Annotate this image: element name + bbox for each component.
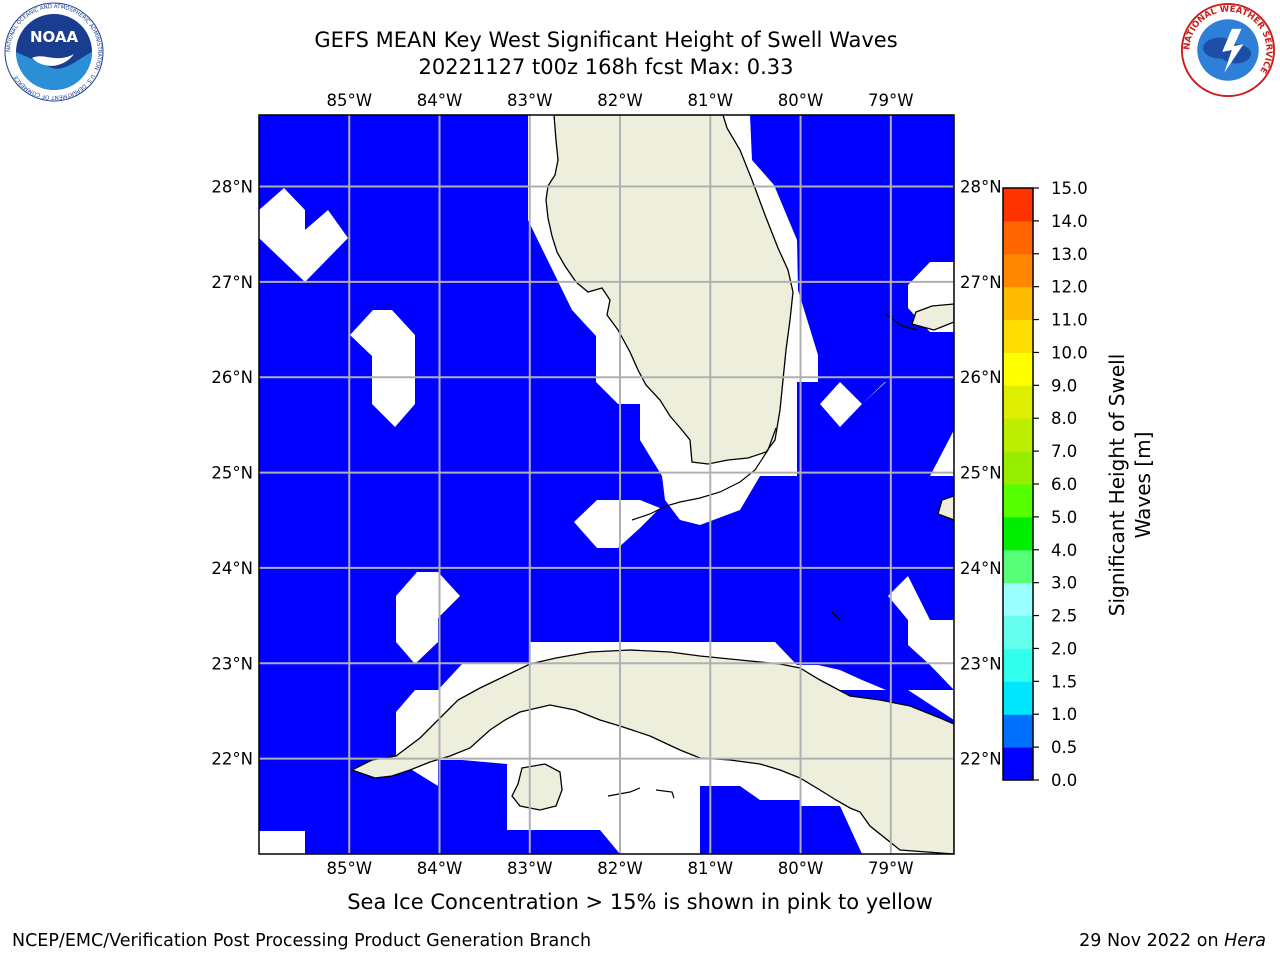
date-text: 29 Nov 2022 on (1079, 931, 1219, 951)
longitude-label: 84°W (417, 91, 463, 110)
colorbar-block (1003, 484, 1033, 518)
longitude-label: 85°W (326, 859, 372, 878)
colorbar-tick-label: 1.5 (1051, 672, 1077, 691)
colorbar-tick-label: 0.0 (1051, 771, 1077, 790)
colorbar-tick-label: 6.0 (1051, 475, 1077, 494)
longitude-label: 85°W (326, 91, 372, 110)
colorbar-block (1003, 714, 1033, 748)
colorbar-block (1003, 352, 1033, 386)
colorbar-block (1003, 188, 1033, 222)
colorbar-block (1003, 615, 1033, 649)
colorbar-tick-label: 2.5 (1051, 607, 1077, 626)
colorbar-block (1003, 220, 1033, 255)
isle-of-youth (511, 763, 563, 811)
colorbar-tick-label: 15.0 (1051, 179, 1088, 198)
longitude-label: 83°W (507, 859, 553, 878)
longitude-label: 82°W (597, 859, 643, 878)
map-title: GEFS MEAN Key West Significant Height of… (314, 28, 898, 52)
colorbar-tick-label: 10.0 (1051, 343, 1088, 362)
generation-date: 29 Nov 2022 on Hera (1079, 931, 1266, 951)
map-frame (258, 114, 955, 855)
colorbar-tick-label: 13.0 (1051, 245, 1088, 264)
longitude-label: 84°W (417, 859, 463, 878)
sea-ice-note: Sea Ice Concentration > 15% is shown in … (347, 890, 933, 914)
colorbar-block (1003, 516, 1033, 551)
credit-line: NCEP/EMC/Verification Post Processing Pr… (12, 931, 592, 951)
latitude-label: 22°N (211, 750, 253, 769)
colorbar-tick-label: 2.0 (1051, 639, 1077, 658)
colorbar-block (1003, 418, 1033, 452)
host-name: Hera (1224, 931, 1266, 951)
latitude-label: 25°N (211, 464, 253, 483)
colorbar-block (1003, 582, 1033, 617)
bahamas-island (911, 303, 954, 331)
longitude-labels-top: 85°W 84°W 83°W 82°W 81°W 80°W 79°W (326, 91, 913, 110)
latitude-label: 23°N (211, 654, 253, 673)
colorbar-tick-label: 4.0 (1051, 541, 1077, 560)
colorbar-tick-label: 8.0 (1051, 409, 1077, 428)
latitude-label: 26°N (960, 368, 1002, 387)
graticule (259, 115, 954, 854)
latitude-label: 24°N (211, 559, 253, 578)
colorbar-block (1003, 549, 1033, 584)
latitude-label: 27°N (960, 273, 1002, 292)
colorbar-tick-label: 9.0 (1051, 376, 1077, 395)
bahamas-island-south (937, 495, 954, 521)
latitude-labels-left: 28°N 27°N 26°N 25°N 24°N 23°N 22°N (211, 178, 253, 769)
colorbar-blocks (1003, 188, 1033, 781)
colorbar-tick-labels: 0.0 0.5 1.0 1.5 2.0 2.5 3.0 4.0 5.0 6.0 7.0 8.0 9.0 1… (1033, 179, 1088, 790)
latitude-label: 24°N (960, 559, 1002, 578)
colorbar-tick-label: 3.0 (1051, 574, 1077, 593)
longitude-label: 82°W (597, 91, 643, 110)
colorbar-tick-label: 5.0 (1051, 508, 1077, 527)
noaa-logo-text: NOAA (30, 28, 79, 46)
colorbar-block (1003, 253, 1033, 288)
colorbar-label-line2: Waves [m] (1131, 432, 1155, 539)
longitude-label: 79°W (868, 859, 914, 878)
colorbar-label-line1: Significant Height of Swell (1105, 354, 1129, 616)
noaa-logo: NOAA NATIONAL OCEANIC AND ATMOSPHERIC AD… (4, 2, 104, 102)
latitude-label: 28°N (211, 178, 253, 197)
colorbar-tick-label: 7.0 (1051, 442, 1077, 461)
longitude-label: 81°W (688, 859, 734, 878)
nws-logo: NATIONAL WEATHER SERVICE (1180, 2, 1276, 98)
longitude-label: 83°W (507, 91, 553, 110)
latitude-label: 22°N (960, 750, 1002, 769)
longitude-label: 80°W (778, 91, 824, 110)
latitude-label: 26°N (211, 368, 253, 387)
longitude-labels-bottom: 85°W 84°W 83°W 82°W 81°W 80°W 79°W (326, 859, 913, 878)
map-subtitle: 20221127 t00z 168h fcst Max: 0.33 (418, 55, 794, 79)
latitude-label: 23°N (960, 654, 1002, 673)
colorbar-block (1003, 385, 1033, 419)
colorbar-block (1003, 319, 1033, 353)
colorbar-block (1003, 286, 1033, 321)
colorbar-tick-label: 12.0 (1051, 278, 1088, 297)
longitude-label: 81°W (688, 91, 734, 110)
colorbar-block (1003, 451, 1033, 485)
latitude-label: 28°N (960, 178, 1002, 197)
colorbar-tick-label: 1.0 (1051, 705, 1077, 724)
colorbar-block (1003, 648, 1033, 682)
cuba-landmass (350, 649, 954, 854)
colorbar-tick-label: 11.0 (1051, 311, 1088, 330)
latitude-label: 27°N (211, 273, 253, 292)
colorbar-tick-label: 14.0 (1051, 212, 1088, 231)
colorbar-tick-label: 0.5 (1051, 738, 1077, 757)
longitude-label: 79°W (868, 91, 914, 110)
colorbar-block (1003, 747, 1033, 781)
latitude-label: 25°N (960, 464, 1002, 483)
latitude-labels-right: 28°N 27°N 26°N 25°N 24°N 23°N 22°N (960, 178, 1002, 769)
colorbar-block (1003, 681, 1033, 715)
longitude-label: 80°W (778, 859, 824, 878)
